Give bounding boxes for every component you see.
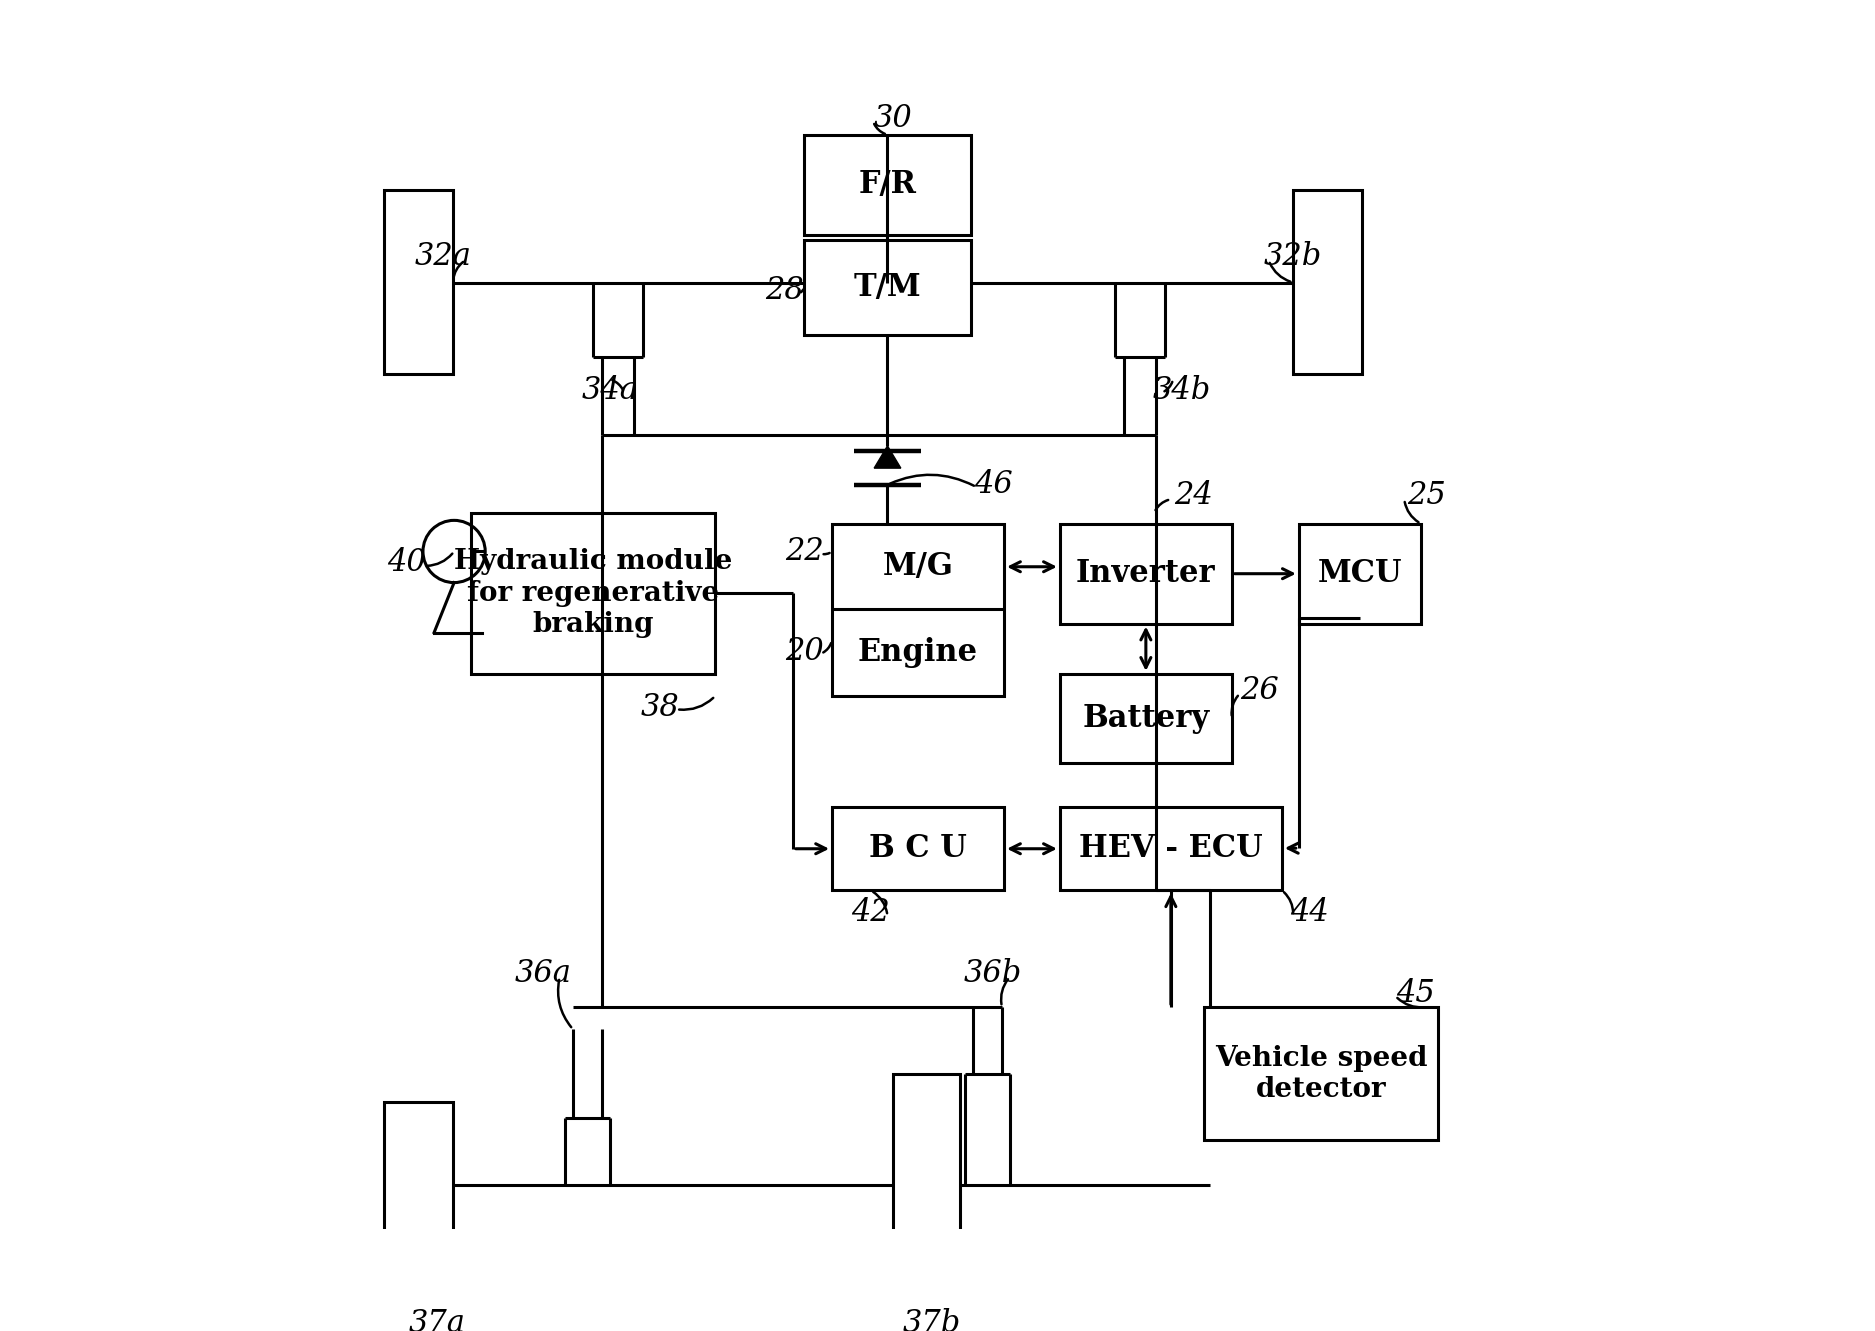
Bar [1059, 807, 1283, 890]
Text: 24: 24 [1174, 480, 1213, 511]
Text: Engine: Engine [859, 638, 979, 668]
Text: Battery: Battery [1082, 703, 1209, 733]
Bar [471, 512, 714, 673]
Text: 20: 20 [786, 636, 823, 667]
Text: 25: 25 [1406, 480, 1446, 511]
Polygon shape [874, 446, 900, 469]
Text: B C U: B C U [870, 833, 968, 864]
Bar [1299, 523, 1421, 624]
Bar [804, 241, 971, 335]
Text: M/G: M/G [883, 551, 954, 582]
Text: Vehicle speed
detector: Vehicle speed detector [1215, 1045, 1427, 1103]
Text: 37a: 37a [409, 1308, 465, 1331]
Bar [832, 807, 1005, 890]
Text: 42: 42 [851, 897, 891, 928]
Text: 36b: 36b [964, 958, 1022, 989]
Text: 28: 28 [765, 274, 804, 306]
Bar [804, 134, 971, 234]
Text: 30: 30 [874, 102, 913, 133]
Text: 34b: 34b [1153, 375, 1211, 406]
Text: 34a: 34a [581, 375, 638, 406]
Bar [832, 523, 1005, 696]
Text: 37b: 37b [904, 1308, 962, 1331]
Text: 32a: 32a [414, 241, 471, 273]
Text: 36a: 36a [514, 958, 572, 989]
Text: 22: 22 [786, 536, 823, 567]
Text: Inverter: Inverter [1076, 558, 1215, 590]
Bar [892, 1074, 960, 1268]
Bar [1059, 523, 1232, 624]
Text: T/M: T/M [853, 272, 921, 303]
Text: 32b: 32b [1264, 241, 1322, 273]
Bar [384, 190, 454, 374]
Text: 45: 45 [1397, 978, 1434, 1009]
Text: 44: 44 [1290, 897, 1329, 928]
Text: 38: 38 [639, 692, 679, 723]
Bar [1204, 1008, 1438, 1141]
Text: 26: 26 [1241, 675, 1279, 705]
Text: Hydraulic module
for regenerative
braking: Hydraulic module for regenerative brakin… [454, 548, 733, 638]
Bar [1059, 673, 1232, 763]
Text: MCU: MCU [1318, 558, 1402, 590]
Text: 46: 46 [973, 470, 1012, 500]
Text: 40: 40 [386, 547, 426, 578]
Bar [384, 1102, 454, 1296]
Text: F/R: F/R [859, 169, 917, 200]
Bar [1294, 190, 1361, 374]
Text: HEV - ECU: HEV - ECU [1078, 833, 1262, 864]
